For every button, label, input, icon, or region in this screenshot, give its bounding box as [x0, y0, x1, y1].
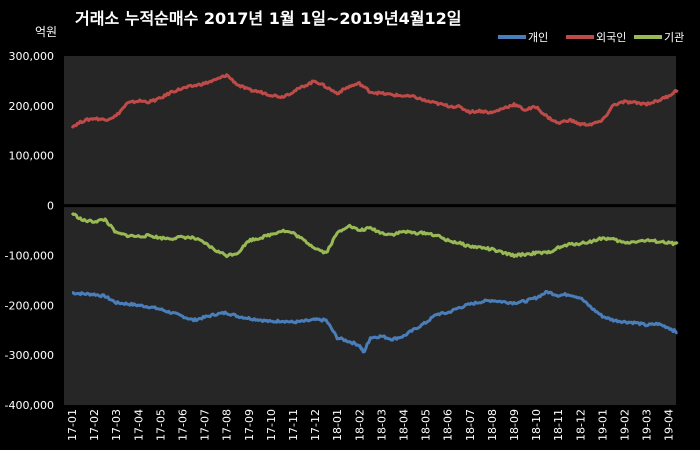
legend-label: 개인 — [528, 31, 548, 44]
x-tick-label: 17-06 — [177, 409, 190, 441]
x-tick-label: 17-10 — [265, 409, 278, 441]
x-tick-label: 17-01 — [66, 409, 79, 441]
y-tick-label: 200,000 — [9, 100, 55, 113]
x-tick-label: 18-05 — [420, 409, 433, 441]
x-tick-label: 18-06 — [442, 409, 455, 441]
x-tick-label: 18-08 — [486, 409, 499, 441]
y-axis-unit-label: 억원 — [35, 25, 57, 39]
y-tick-label: -200,000 — [5, 299, 54, 312]
x-tick-label: 18-10 — [530, 409, 543, 441]
x-axis-ticks: 17-01 17-02 17-03 17-04 17-05 17-06 17-07 17-08… — [66, 409, 676, 441]
x-tick-label: 18-09 — [508, 409, 521, 441]
x-tick-label: 19-02 — [619, 409, 632, 441]
y-axis-ticks: 300,000 200,000 100,000 0 -100,000 -200,000 -3… — [5, 50, 54, 412]
x-tick-label: 17-11 — [287, 409, 300, 441]
y-tick-label: 0 — [47, 200, 54, 213]
plot-area — [64, 56, 676, 405]
y-tick-label: -400,000 — [5, 399, 54, 412]
y-tick-label: 100,000 — [9, 150, 55, 163]
x-tick-label: 17-05 — [154, 409, 167, 441]
series-line — [70, 73, 679, 129]
y-tick-label: -100,000 — [5, 249, 54, 262]
x-tick-label: 18-02 — [353, 409, 366, 441]
x-tick-label: 18-12 — [574, 409, 587, 441]
x-tick-label: 17-08 — [221, 409, 234, 441]
series-line — [71, 290, 678, 354]
x-tick-label: 19-03 — [641, 409, 654, 441]
chart-title: 거래소 누적순매수 2017년 1월 1일~2019년4월12일 — [75, 9, 462, 28]
x-tick-label: 17-02 — [88, 409, 101, 441]
x-tick-label: 17-09 — [243, 409, 256, 441]
y-tick-label: -300,000 — [5, 349, 54, 362]
x-tick-label: 18-03 — [375, 409, 388, 441]
legend-label: 기관 — [664, 31, 684, 44]
y-tick-label: 300,000 — [9, 50, 55, 63]
x-tick-label: 18-07 — [464, 409, 477, 441]
x-tick-label: 18-11 — [552, 409, 565, 441]
x-tick-label: 17-12 — [309, 409, 322, 441]
legend-label: 외국인 — [596, 31, 626, 44]
x-tick-label: 17-07 — [199, 409, 212, 441]
legend: 개인 외국인 기관 — [498, 31, 684, 44]
series-lines — [70, 73, 679, 354]
x-tick-label: 17-03 — [110, 409, 123, 441]
x-tick-label: 19-01 — [596, 409, 609, 441]
series-line — [70, 211, 679, 259]
x-tick-label: 18-01 — [331, 409, 344, 441]
x-tick-label: 17-04 — [132, 409, 145, 441]
x-tick-label: 18-04 — [398, 409, 411, 441]
x-tick-label: 19-04 — [663, 409, 676, 441]
